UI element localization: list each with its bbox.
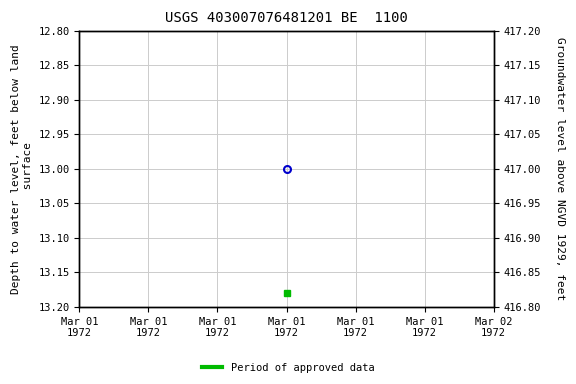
Y-axis label: Groundwater level above NGVD 1929, feet: Groundwater level above NGVD 1929, feet [555, 37, 564, 300]
Title: USGS 403007076481201 BE  1100: USGS 403007076481201 BE 1100 [165, 11, 408, 25]
Y-axis label: Depth to water level, feet below land
 surface: Depth to water level, feet below land su… [12, 44, 33, 294]
Legend: Period of approved data: Period of approved data [198, 359, 378, 377]
